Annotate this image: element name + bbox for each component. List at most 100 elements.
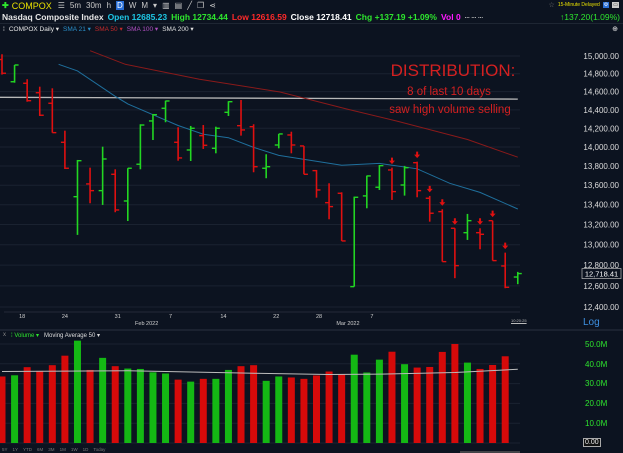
- volume-bar: [262, 380, 270, 443]
- volume-bar: [224, 369, 232, 443]
- ohlc-bar: [425, 195, 434, 222]
- period-1w[interactable]: 1W: [70, 447, 78, 452]
- ohlc-bar: [211, 126, 220, 154]
- volume-bar: [162, 373, 170, 443]
- volume-bar: [313, 375, 320, 443]
- interval-m[interactable]: M: [141, 1, 149, 10]
- low-value: 12616.59: [251, 12, 287, 22]
- settings-icon[interactable]: ⚙: [602, 2, 610, 8]
- interval-30m[interactable]: 30m: [86, 1, 102, 10]
- ohlc-bar: [249, 124, 258, 173]
- volume-bar: [413, 367, 421, 443]
- price-axis-label: 14,800.00: [583, 70, 619, 79]
- study-legend: ⁞ COMPOX Daily ▾ SMA 21 ▾ SMA 50 ▾ SMA 1…: [0, 23, 623, 34]
- distribution-arrow-icon: [439, 199, 446, 206]
- ohlc-bar: [86, 167, 95, 204]
- period-1d[interactable]: 1D: [82, 447, 89, 452]
- volume-bar: [73, 340, 81, 443]
- low-label: Low: [231, 12, 249, 22]
- volume-bar: [48, 365, 56, 443]
- ohlc-bar: [413, 161, 422, 198]
- dropdown-icon[interactable]: ▾: [153, 1, 158, 10]
- distribution-arrow-icon: [451, 218, 458, 225]
- delay-notice: 15-Minute Delayed: [557, 2, 600, 8]
- symbol-field[interactable]: COMPOX: [11, 0, 52, 11]
- log-scale-toggle[interactable]: Log: [583, 317, 600, 328]
- legend-sma21[interactable]: SMA 21 ▾: [63, 26, 91, 33]
- time-axis-label: 14: [220, 314, 226, 320]
- volume-legend[interactable]: ⁞ Volume ▾: [11, 333, 40, 339]
- ohlc-bar: [98, 146, 107, 205]
- interval-5m[interactable]: 5m: [69, 1, 82, 10]
- legend-sma100[interactable]: SMA 100 ▾: [126, 26, 159, 33]
- time-axis-label: 24: [62, 314, 68, 320]
- period-3m[interactable]: 3M: [48, 447, 55, 452]
- volume-bar: [489, 364, 497, 443]
- ohlc-bar: [350, 196, 359, 288]
- legend-sma50[interactable]: SMA 50 ▾: [94, 26, 123, 33]
- volume-bar: [275, 376, 283, 443]
- ohlc-bar: [35, 86, 44, 116]
- price-axis-label: 14,000.00: [583, 143, 619, 152]
- volume-ma-label: Moving Average 50: [44, 333, 96, 339]
- share-icon[interactable]: ⋖: [209, 1, 216, 10]
- volume-bar: [0, 376, 6, 443]
- ohlc-bar: [501, 252, 510, 289]
- ohlc-bar: [375, 164, 384, 190]
- ohlc-bar: [23, 79, 32, 102]
- volume-bar: [438, 351, 446, 443]
- price-axis-label: 13,200.00: [583, 221, 619, 230]
- annotation-title: DISTRIBUTION:: [391, 61, 516, 80]
- ohlc-bar: [174, 127, 183, 161]
- volume-bar: [426, 366, 434, 443]
- time-axis-label: 7: [370, 314, 373, 320]
- more-icon[interactable]: ... ... ...: [464, 14, 484, 20]
- volume-bar: [187, 381, 195, 443]
- interval-d[interactable]: D: [116, 1, 124, 10]
- period-6m[interactable]: 6M: [37, 447, 44, 452]
- drag-handle-icon[interactable]: ⁞: [3, 25, 5, 33]
- period-ytd[interactable]: YTD: [23, 447, 33, 452]
- time-axis-label: Feb 2022: [135, 321, 158, 327]
- vol-axis-10m: 10.0M: [585, 419, 608, 428]
- last-price-box: [581, 268, 622, 279]
- price-axis-label: 14,600.00: [583, 88, 619, 97]
- last-price-label: 12,718.41: [585, 270, 618, 279]
- crosshair-icon[interactable]: ⊕: [612, 26, 618, 33]
- studies-icon[interactable]: ▤: [174, 1, 183, 10]
- distribution-arrow-icon: [502, 242, 509, 250]
- volume-bar: [501, 356, 509, 443]
- ohlc-bar: [0, 54, 6, 75]
- ohlc-bar: [312, 169, 321, 198]
- distribution-arrow-icon: [414, 151, 421, 159]
- add-symbol-icon[interactable]: ✚: [2, 1, 9, 10]
- toolbar: ✚ COMPOX ☰ 5m 30m h D W M ▾ ▥ ▤ ╱ ❐ ⋖ ☆ …: [0, 0, 623, 11]
- vol-axis-30m: 30.0M: [585, 379, 608, 388]
- close-pane-icon[interactable]: x: [3, 332, 6, 338]
- save-icon[interactable]: ▭: [612, 2, 619, 8]
- period-1m[interactable]: 1M: [59, 447, 66, 452]
- legend-sma200[interactable]: SMA 200 ▾: [162, 26, 194, 33]
- period-5y[interactable]: 5Y: [2, 447, 8, 452]
- ohlc-bar: [299, 145, 308, 175]
- layers-icon[interactable]: ❐: [197, 1, 205, 10]
- volume-bar: [375, 359, 383, 443]
- legend-main[interactable]: COMPOX Daily ▾: [8, 26, 60, 33]
- draw-icon[interactable]: ╱: [187, 1, 193, 10]
- interval-h[interactable]: h: [106, 1, 112, 10]
- volume-pane-header: x ⁞ Volume ▾ Moving Average 50 ▾: [3, 332, 100, 339]
- annotation-line2: saw high volume selling: [389, 104, 510, 116]
- volume-ma-legend[interactable]: Moving Average 50 ▾: [44, 333, 100, 339]
- star-icon[interactable]: ☆: [548, 2, 555, 9]
- sma50-line: [89, 50, 518, 158]
- ohlc-bar: [513, 271, 522, 285]
- chart-type-icon[interactable]: ▥: [162, 1, 170, 10]
- period-today[interactable]: Today: [93, 447, 106, 452]
- legend-sma100-label: SMA 100: [126, 26, 154, 33]
- list-icon[interactable]: ☰: [57, 1, 65, 10]
- period-1y[interactable]: 1Y: [12, 447, 19, 452]
- volume-bar: [11, 375, 19, 443]
- price-axis-label: 15,000.00: [583, 52, 619, 61]
- interval-w[interactable]: W: [128, 1, 137, 10]
